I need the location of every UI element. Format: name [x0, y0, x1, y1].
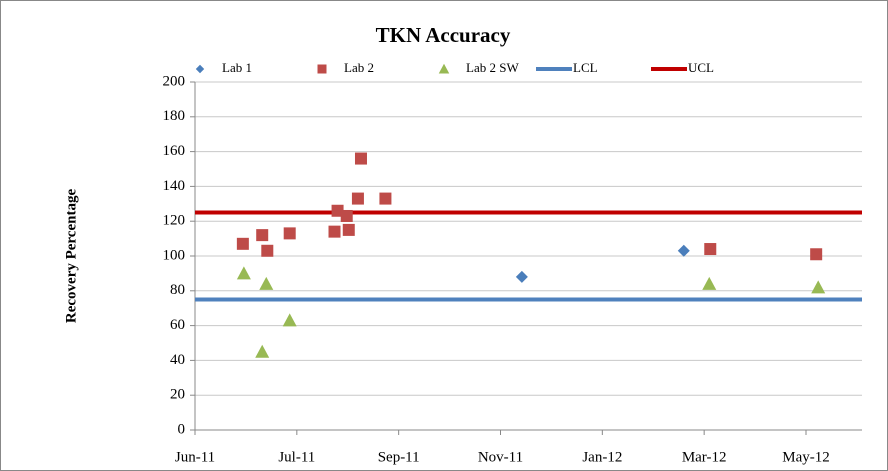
legend-label: LCL	[573, 60, 598, 75]
point	[282, 313, 297, 327]
point	[255, 344, 270, 358]
point	[256, 229, 269, 242]
y-tick-label: 60	[170, 317, 185, 333]
legend-label: UCL	[688, 60, 714, 75]
y-tick-label: 100	[163, 247, 186, 263]
legend-label: Lab 2 SW	[466, 60, 519, 75]
x-tick-label: Sep-11	[378, 449, 420, 465]
point	[810, 248, 823, 261]
y-tick-label: 200	[163, 73, 186, 89]
point	[379, 192, 392, 205]
x-tick-label: Jul-11	[278, 449, 315, 465]
legend-label: Lab 1	[222, 60, 252, 75]
legend-marker	[438, 63, 450, 74]
point	[283, 227, 296, 240]
point	[331, 204, 344, 217]
legend-label: Lab 2	[344, 60, 374, 75]
point	[351, 192, 364, 205]
point	[702, 276, 717, 290]
y-tick-label: 140	[163, 178, 186, 194]
point	[259, 276, 274, 290]
y-tick-label: 80	[170, 282, 185, 298]
point	[704, 243, 717, 256]
x-tick-label: Jan-12	[582, 449, 622, 465]
legend-marker	[317, 64, 327, 74]
y-tick-label: 40	[170, 352, 185, 368]
y-tick-label: 20	[170, 387, 185, 403]
point	[811, 280, 826, 294]
point	[354, 152, 367, 165]
x-tick-label: Mar-12	[682, 449, 727, 465]
point	[340, 209, 353, 222]
y-tick-label: 0	[178, 421, 186, 437]
x-tick-label: Jun-11	[175, 449, 215, 465]
y-axis-label: Recovery Percentage	[63, 189, 79, 324]
point	[677, 244, 690, 257]
x-tick-label: May-12	[782, 449, 830, 465]
point	[328, 225, 341, 238]
point	[342, 223, 355, 236]
point	[515, 270, 528, 283]
chart-title: TKN Accuracy	[376, 23, 511, 47]
y-tick-label: 120	[163, 213, 186, 229]
y-tick-label: 160	[163, 143, 186, 159]
y-tick-label: 180	[163, 108, 186, 124]
point	[236, 266, 251, 280]
x-tick-label: Nov-11	[478, 449, 523, 465]
point	[261, 244, 274, 257]
point	[236, 237, 249, 250]
